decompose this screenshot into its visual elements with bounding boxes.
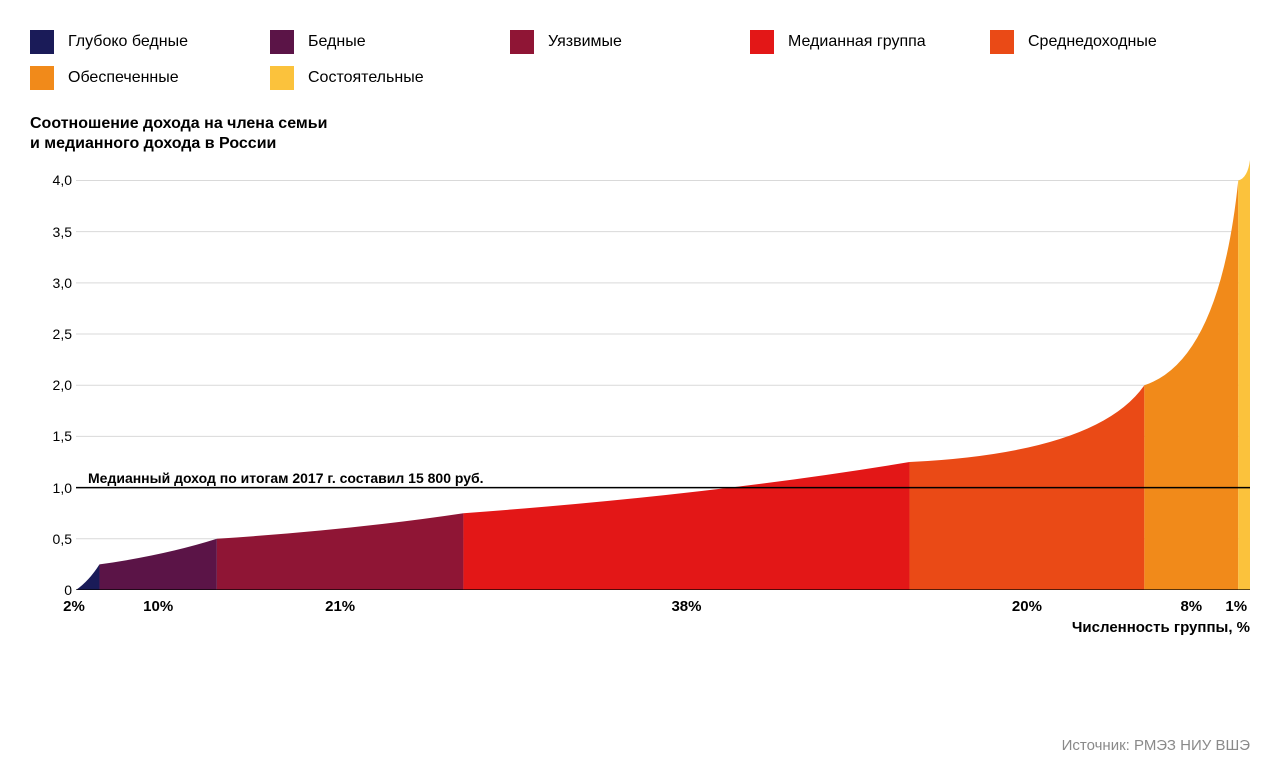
y-tick-label: 2,5 — [53, 326, 72, 342]
legend-swatch — [990, 30, 1014, 54]
y-tick-label: 0 — [64, 582, 72, 598]
figure-container: Глубоко бедные Бедные Уязвимые Медианная гр… — [0, 0, 1280, 768]
plot: Медианный доход по итогам 2017 г. состав… — [76, 160, 1250, 590]
x-segment-label: 1% — [1225, 598, 1247, 615]
x-segment-label: 20% — [1012, 598, 1042, 615]
legend-label: Глубоко бедные — [68, 33, 188, 51]
legend-item: Медианная группа — [750, 24, 990, 60]
y-axis: 00,51,01,52,02,53,03,54,0 — [30, 160, 76, 590]
area-segment — [463, 462, 909, 590]
legend-swatch — [510, 30, 534, 54]
legend-label: Обеспеченные — [68, 69, 179, 87]
legend-label: Уязвимые — [548, 33, 622, 51]
legend-label: Бедные — [308, 33, 366, 51]
legend-swatch — [30, 30, 54, 54]
area-segment — [217, 513, 464, 590]
legend: Глубоко бедные Бедные Уязвимые Медианная гр… — [30, 24, 1250, 96]
legend-label: Состоятельные — [308, 69, 424, 87]
chart-area: 0 0,5 1,0 1,5 2,0 2,5 3,0 3,5 4,0 Медианный дохо… — [30, 160, 1250, 630]
x-segment-label: 38% — [671, 598, 701, 615]
legend-item: Уязвимые — [510, 24, 750, 60]
y-tick-label: 4,0 — [53, 172, 72, 188]
x-axis-title: Численность группы, % — [1072, 619, 1250, 636]
x-axis: Численность группы, % 2%10%21%38%20%8%1% — [76, 594, 1250, 628]
legend-item: Обеспеченные — [30, 60, 270, 96]
legend-swatch — [30, 66, 54, 90]
area-segment — [1144, 180, 1238, 590]
area-segments — [76, 160, 1250, 590]
area-segment — [99, 539, 216, 590]
y-tick-label: 1,0 — [53, 480, 72, 496]
chart-title-line-2: и медианного дохода в России — [30, 135, 276, 152]
median-annotation: Медианный доход по итогам 2017 г. состав… — [88, 470, 484, 486]
legend-item: Глубоко бедные — [30, 24, 270, 60]
area-segment — [76, 564, 99, 590]
x-segment-label: 21% — [325, 598, 355, 615]
legend-label: Медианная группа — [788, 33, 926, 51]
chart-title: Соотношение дохода на члена семьи и меди… — [30, 114, 1250, 154]
y-tick-label: 0,5 — [53, 531, 72, 547]
plot-svg — [76, 160, 1250, 590]
legend-swatch — [750, 30, 774, 54]
y-tick-label: 3,5 — [53, 224, 72, 240]
x-segment-label: 10% — [143, 598, 173, 615]
y-tick-label: 2,0 — [53, 377, 72, 393]
legend-item: Бедные — [270, 24, 510, 60]
y-tick-label: 1,5 — [53, 428, 72, 444]
chart-title-line-1: Соотношение дохода на члена семьи — [30, 115, 327, 132]
legend-swatch — [270, 66, 294, 90]
area-segment — [1238, 160, 1250, 590]
legend-label: Среднедоходные — [1028, 33, 1157, 51]
legend-item: Среднедоходные — [990, 24, 1230, 60]
x-segment-label: 2% — [63, 598, 85, 615]
source-attribution: Источник: РМЭЗ НИУ ВШЭ — [1062, 737, 1250, 754]
y-tick-label: 3,0 — [53, 275, 72, 291]
legend-item: Состоятельные — [270, 60, 510, 96]
x-segment-label: 8% — [1180, 598, 1202, 615]
legend-swatch — [270, 30, 294, 54]
